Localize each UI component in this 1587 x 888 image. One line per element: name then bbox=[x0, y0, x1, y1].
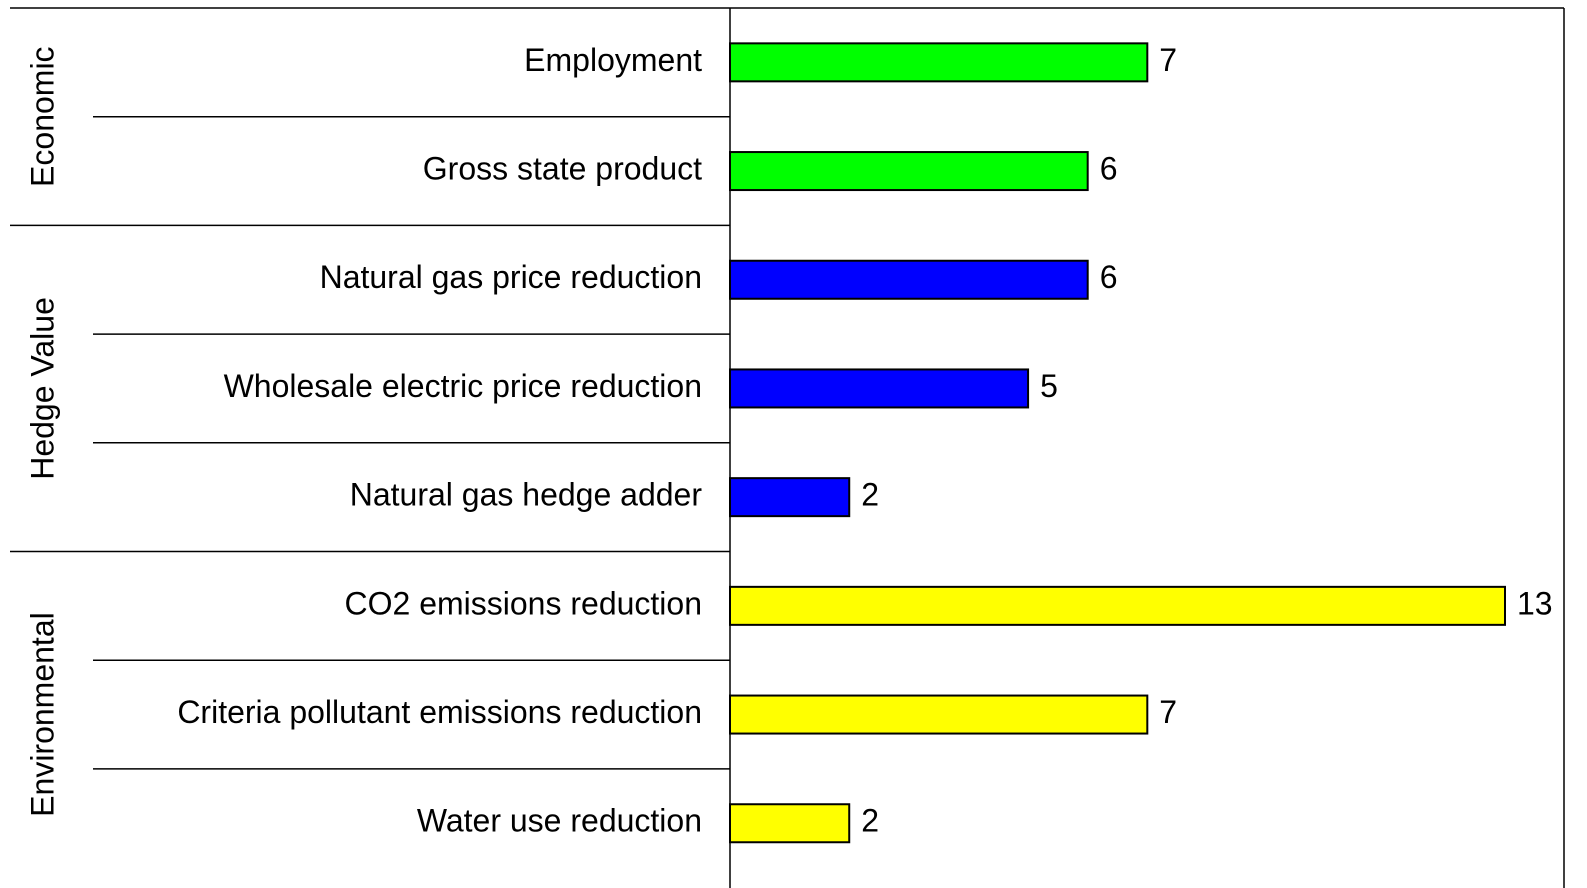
value-label: 5 bbox=[1040, 368, 1058, 404]
category-label: Water use reduction bbox=[417, 803, 702, 839]
value-label: 2 bbox=[861, 477, 879, 513]
category-label: Employment bbox=[524, 42, 702, 78]
bar bbox=[729, 694, 1149, 735]
category-label: Natural gas hedge adder bbox=[350, 477, 703, 513]
bar bbox=[729, 803, 851, 844]
bar bbox=[729, 42, 1149, 83]
group-label: Economic bbox=[24, 46, 60, 187]
bar bbox=[729, 259, 1089, 300]
value-label: 13 bbox=[1517, 585, 1553, 621]
group-label: Hedge Value bbox=[24, 297, 60, 480]
category-label: Criteria pollutant emissions reduction bbox=[177, 694, 702, 730]
bar bbox=[729, 585, 1506, 626]
value-label: 7 bbox=[1159, 42, 1177, 78]
bar bbox=[729, 477, 851, 518]
value-label: 7 bbox=[1159, 694, 1177, 730]
value-label: 6 bbox=[1100, 151, 1118, 187]
value-label: 2 bbox=[861, 803, 879, 839]
category-label: CO2 emissions reduction bbox=[345, 585, 702, 621]
bar bbox=[729, 368, 1030, 409]
category-label: Wholesale electric price reduction bbox=[224, 368, 702, 404]
category-label: Gross state product bbox=[423, 151, 702, 187]
bar bbox=[729, 151, 1089, 192]
value-label: 6 bbox=[1100, 259, 1118, 295]
group-label: Environmental bbox=[24, 612, 60, 817]
category-label: Natural gas price reduction bbox=[320, 259, 702, 295]
